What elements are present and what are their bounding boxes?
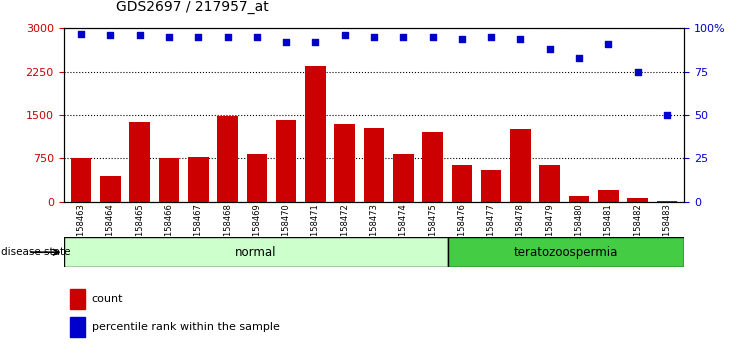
Bar <box>510 129 530 202</box>
Point <box>426 34 438 40</box>
Point <box>75 31 87 36</box>
Point <box>163 34 175 40</box>
Bar <box>423 132 443 202</box>
Point <box>397 34 409 40</box>
Point <box>192 34 204 40</box>
Bar <box>247 154 267 202</box>
Text: teratozoospermia: teratozoospermia <box>514 246 619 259</box>
Point <box>631 69 643 75</box>
Point <box>456 36 468 41</box>
Point <box>310 39 322 45</box>
Bar <box>568 196 589 202</box>
Bar <box>70 317 85 337</box>
Text: normal: normal <box>235 246 277 259</box>
Point <box>368 34 380 40</box>
Bar <box>539 165 560 202</box>
Point <box>544 46 556 52</box>
Point <box>105 33 117 38</box>
Text: disease state: disease state <box>1 247 71 257</box>
Point <box>485 34 497 40</box>
Bar <box>334 124 355 202</box>
Point <box>221 34 233 40</box>
Point <box>515 36 527 41</box>
Point <box>251 34 263 40</box>
Bar <box>159 159 180 202</box>
Bar <box>100 176 120 202</box>
Point <box>661 112 673 118</box>
Bar <box>188 157 209 202</box>
Text: count: count <box>91 294 123 304</box>
Bar <box>276 120 296 202</box>
Bar <box>481 170 501 202</box>
Bar <box>70 289 85 309</box>
Bar <box>364 129 384 202</box>
Point <box>134 33 146 38</box>
Text: percentile rank within the sample: percentile rank within the sample <box>91 322 280 332</box>
Bar <box>448 237 684 267</box>
Bar <box>305 66 325 202</box>
Bar <box>64 237 448 267</box>
Bar <box>452 165 472 202</box>
Bar <box>218 116 238 202</box>
Point <box>339 33 351 38</box>
Bar <box>129 122 150 202</box>
Bar <box>657 201 677 202</box>
Point <box>573 55 585 61</box>
Point <box>280 39 292 45</box>
Bar <box>598 190 619 202</box>
Bar <box>71 159 91 202</box>
Bar <box>393 154 414 202</box>
Point <box>602 41 614 47</box>
Text: GDS2697 / 217957_at: GDS2697 / 217957_at <box>116 0 269 14</box>
Bar <box>628 198 648 202</box>
